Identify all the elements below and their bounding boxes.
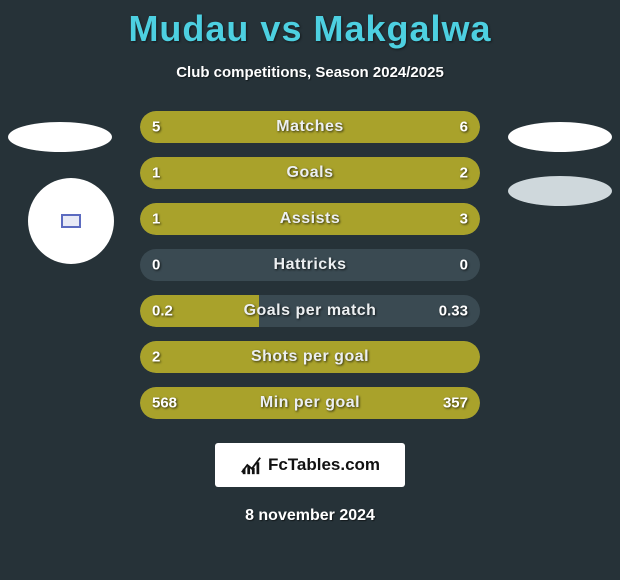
- stat-value-left: 5: [152, 119, 160, 136]
- chart-icon: [240, 454, 262, 476]
- stat-value-left: 0.2: [152, 303, 173, 320]
- stat-value-right: 0.33: [439, 303, 468, 320]
- stat-bar: 0.2 0.33 Goals per match: [140, 295, 480, 327]
- footer-date: 8 november 2024: [0, 507, 620, 525]
- stat-label: Assists: [280, 210, 340, 228]
- stat-bar: 2 Shots per goal: [140, 341, 480, 373]
- stat-value-left: 568: [152, 395, 177, 412]
- stat-bar: 1 3 Assists: [140, 203, 480, 235]
- brand-text: FcTables.com: [268, 455, 380, 475]
- stat-bar: 568 357 Min per goal: [140, 387, 480, 419]
- stat-value-left: 2: [152, 349, 160, 366]
- stat-bar: 0 0 Hattricks: [140, 249, 480, 281]
- stat-value-right: 357: [443, 395, 468, 412]
- stat-value-right: 3: [460, 211, 468, 228]
- stat-bar: 5 6 Matches: [140, 111, 480, 143]
- stat-value-left: 1: [152, 211, 160, 228]
- stat-value-left: 1: [152, 165, 160, 182]
- stat-label: Shots per goal: [251, 348, 369, 366]
- brand-badge: FcTables.com: [215, 443, 405, 487]
- stat-value-right: 2: [460, 165, 468, 182]
- stat-value-left: 0: [152, 257, 160, 274]
- decor-disc: [28, 178, 114, 264]
- decor-oval-top-right: [508, 122, 612, 152]
- decor-oval-bottom-right: [508, 176, 612, 206]
- stat-label: Goals: [287, 164, 334, 182]
- stat-bar: 1 2 Goals: [140, 157, 480, 189]
- page-title: Mudau vs Makgalwa: [0, 0, 620, 50]
- stat-value-right: 0: [460, 257, 468, 274]
- page-subtitle: Club competitions, Season 2024/2025: [0, 64, 620, 81]
- decor-disc-inner: [61, 214, 81, 228]
- stat-label: Goals per match: [244, 302, 377, 320]
- stat-value-right: 6: [460, 119, 468, 136]
- decor-oval-top-left: [8, 122, 112, 152]
- stat-bars: 56Matches12Goals13Assists00Hattricks0.20…: [140, 111, 480, 419]
- stat-label: Hattricks: [274, 256, 347, 274]
- stat-label: Min per goal: [260, 394, 360, 412]
- stat-label: Matches: [276, 118, 344, 136]
